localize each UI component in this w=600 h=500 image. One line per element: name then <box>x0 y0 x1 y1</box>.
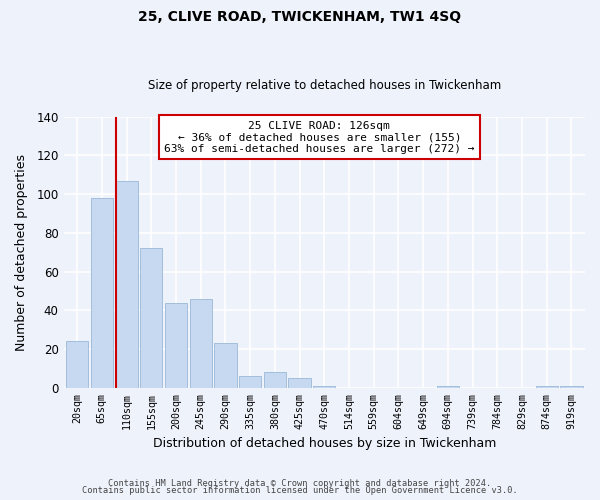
Bar <box>66 342 88 388</box>
Text: Contains HM Land Registry data © Crown copyright and database right 2024.: Contains HM Land Registry data © Crown c… <box>109 478 491 488</box>
Bar <box>313 386 335 388</box>
Bar <box>560 386 583 388</box>
Bar <box>239 376 261 388</box>
Bar <box>115 180 138 388</box>
Title: Size of property relative to detached houses in Twickenham: Size of property relative to detached ho… <box>148 79 501 92</box>
Bar <box>91 198 113 388</box>
Text: 25, CLIVE ROAD, TWICKENHAM, TW1 4SQ: 25, CLIVE ROAD, TWICKENHAM, TW1 4SQ <box>139 10 461 24</box>
X-axis label: Distribution of detached houses by size in Twickenham: Distribution of detached houses by size … <box>152 437 496 450</box>
Text: Contains public sector information licensed under the Open Government Licence v3: Contains public sector information licen… <box>82 486 518 495</box>
Bar <box>140 248 163 388</box>
Y-axis label: Number of detached properties: Number of detached properties <box>15 154 28 351</box>
Bar <box>437 386 459 388</box>
Bar <box>536 386 558 388</box>
Bar <box>190 299 212 388</box>
Bar <box>264 372 286 388</box>
Bar <box>214 344 236 388</box>
Bar <box>289 378 311 388</box>
Bar <box>165 302 187 388</box>
Text: 25 CLIVE ROAD: 126sqm
← 36% of detached houses are smaller (155)
63% of semi-det: 25 CLIVE ROAD: 126sqm ← 36% of detached … <box>164 120 475 154</box>
